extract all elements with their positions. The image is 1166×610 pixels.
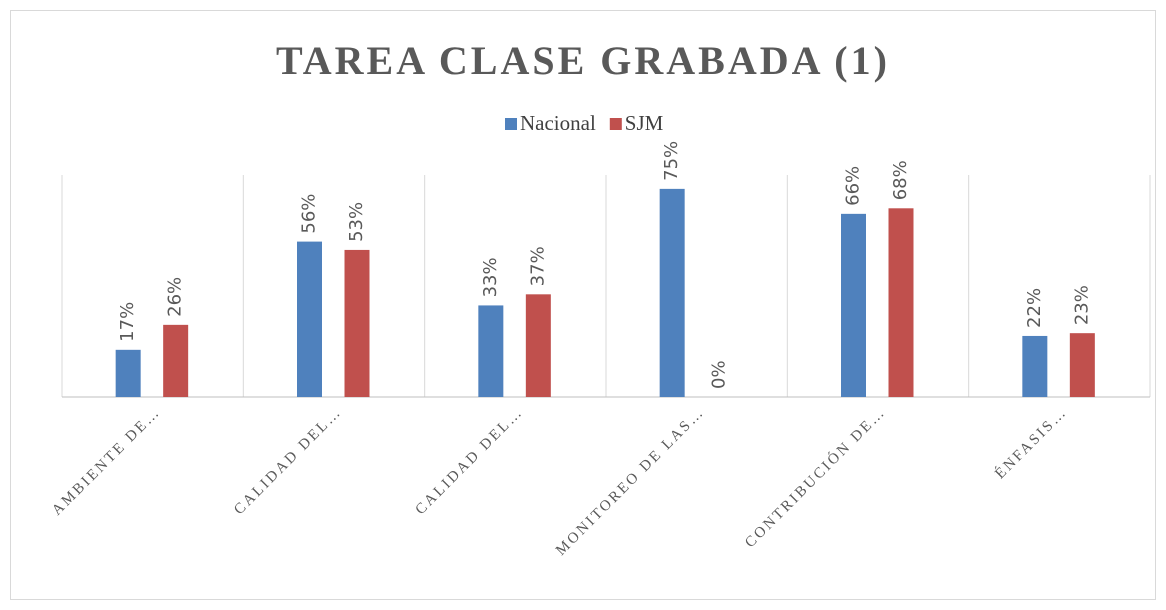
legend-label: Nacional [520, 111, 596, 135]
bar [297, 241, 322, 397]
bar [163, 324, 189, 397]
data-label: 68% [890, 160, 911, 200]
bar [841, 213, 866, 397]
bar [525, 294, 551, 397]
legend-swatch [609, 118, 622, 130]
data-label: 56% [299, 194, 320, 234]
bar [478, 305, 504, 397]
data-label: 22% [1024, 288, 1045, 328]
data-label: 26% [165, 277, 186, 317]
data-label: 17% [117, 302, 138, 342]
bar [115, 349, 141, 397]
data-label: 0% [709, 360, 730, 389]
data-label: 37% [527, 246, 548, 286]
chart-border [10, 10, 1156, 600]
legend-swatch [505, 118, 517, 130]
data-label: 66% [843, 166, 864, 206]
data-label: 53% [346, 202, 367, 242]
data-label: 75% [661, 141, 682, 181]
bar [888, 208, 914, 397]
bar [1022, 335, 1048, 397]
data-label: 23% [1071, 285, 1092, 325]
chart-title: TAREA CLASE GRABADA (1) [276, 38, 890, 83]
bar [659, 188, 685, 397]
bar [1069, 333, 1095, 397]
bar [344, 249, 370, 397]
data-label: 33% [480, 257, 501, 297]
legend-label: SJM [625, 111, 664, 135]
